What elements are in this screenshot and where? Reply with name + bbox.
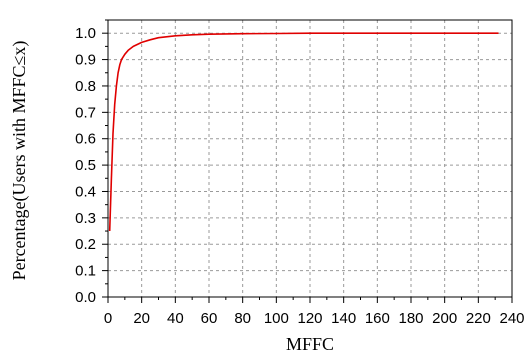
x-tick-label: 140 [331,310,356,327]
y-tick-label: 0.1 [75,263,96,280]
x-tick-label: 240 [499,310,524,327]
x-tick-label: 200 [432,310,457,327]
x-tick-label: 180 [398,310,423,327]
y-tick-label: 0.8 [75,78,96,95]
cdf-line [108,32,499,232]
y-tick-label: 0.9 [75,52,96,69]
y-tick-label: 0.3 [75,210,96,227]
x-tick-label: 220 [466,310,491,327]
y-tick-label: 0.7 [75,104,96,121]
x-tick-label: 40 [167,310,184,327]
y-tick-label: 0.0 [75,289,96,306]
y-axis: 0.0 0.1 0.2 0.3 0.4 0.5 0.6 0.7 0.8 0.9 1.0 [75,19,108,306]
y-tick-label: 0.6 [75,131,96,148]
x-tick-label: 0 [104,310,112,327]
y-tick-label: 1.0 [75,25,96,42]
x-tick-label: 120 [297,310,322,327]
series-group [108,32,499,232]
y-tick-label: 0.4 [75,183,96,200]
y-axis-title: Percentage(Users with MFFC≤x) [9,41,30,281]
x-tick-label: 160 [365,310,390,327]
x-tick-label: 20 [133,310,150,327]
y-tick-label: 0.5 [75,157,96,174]
gridlines [108,20,512,298]
x-tick-label: 60 [201,310,218,327]
x-tick-label: 100 [264,310,289,327]
y-tick-label: 0.2 [75,236,96,253]
x-tick-label: 80 [234,310,251,327]
x-axis-title: MFFC [286,334,334,354]
x-axis: 0 20 40 60 80 100 120 140 160 180 200 220 240 [104,297,525,327]
